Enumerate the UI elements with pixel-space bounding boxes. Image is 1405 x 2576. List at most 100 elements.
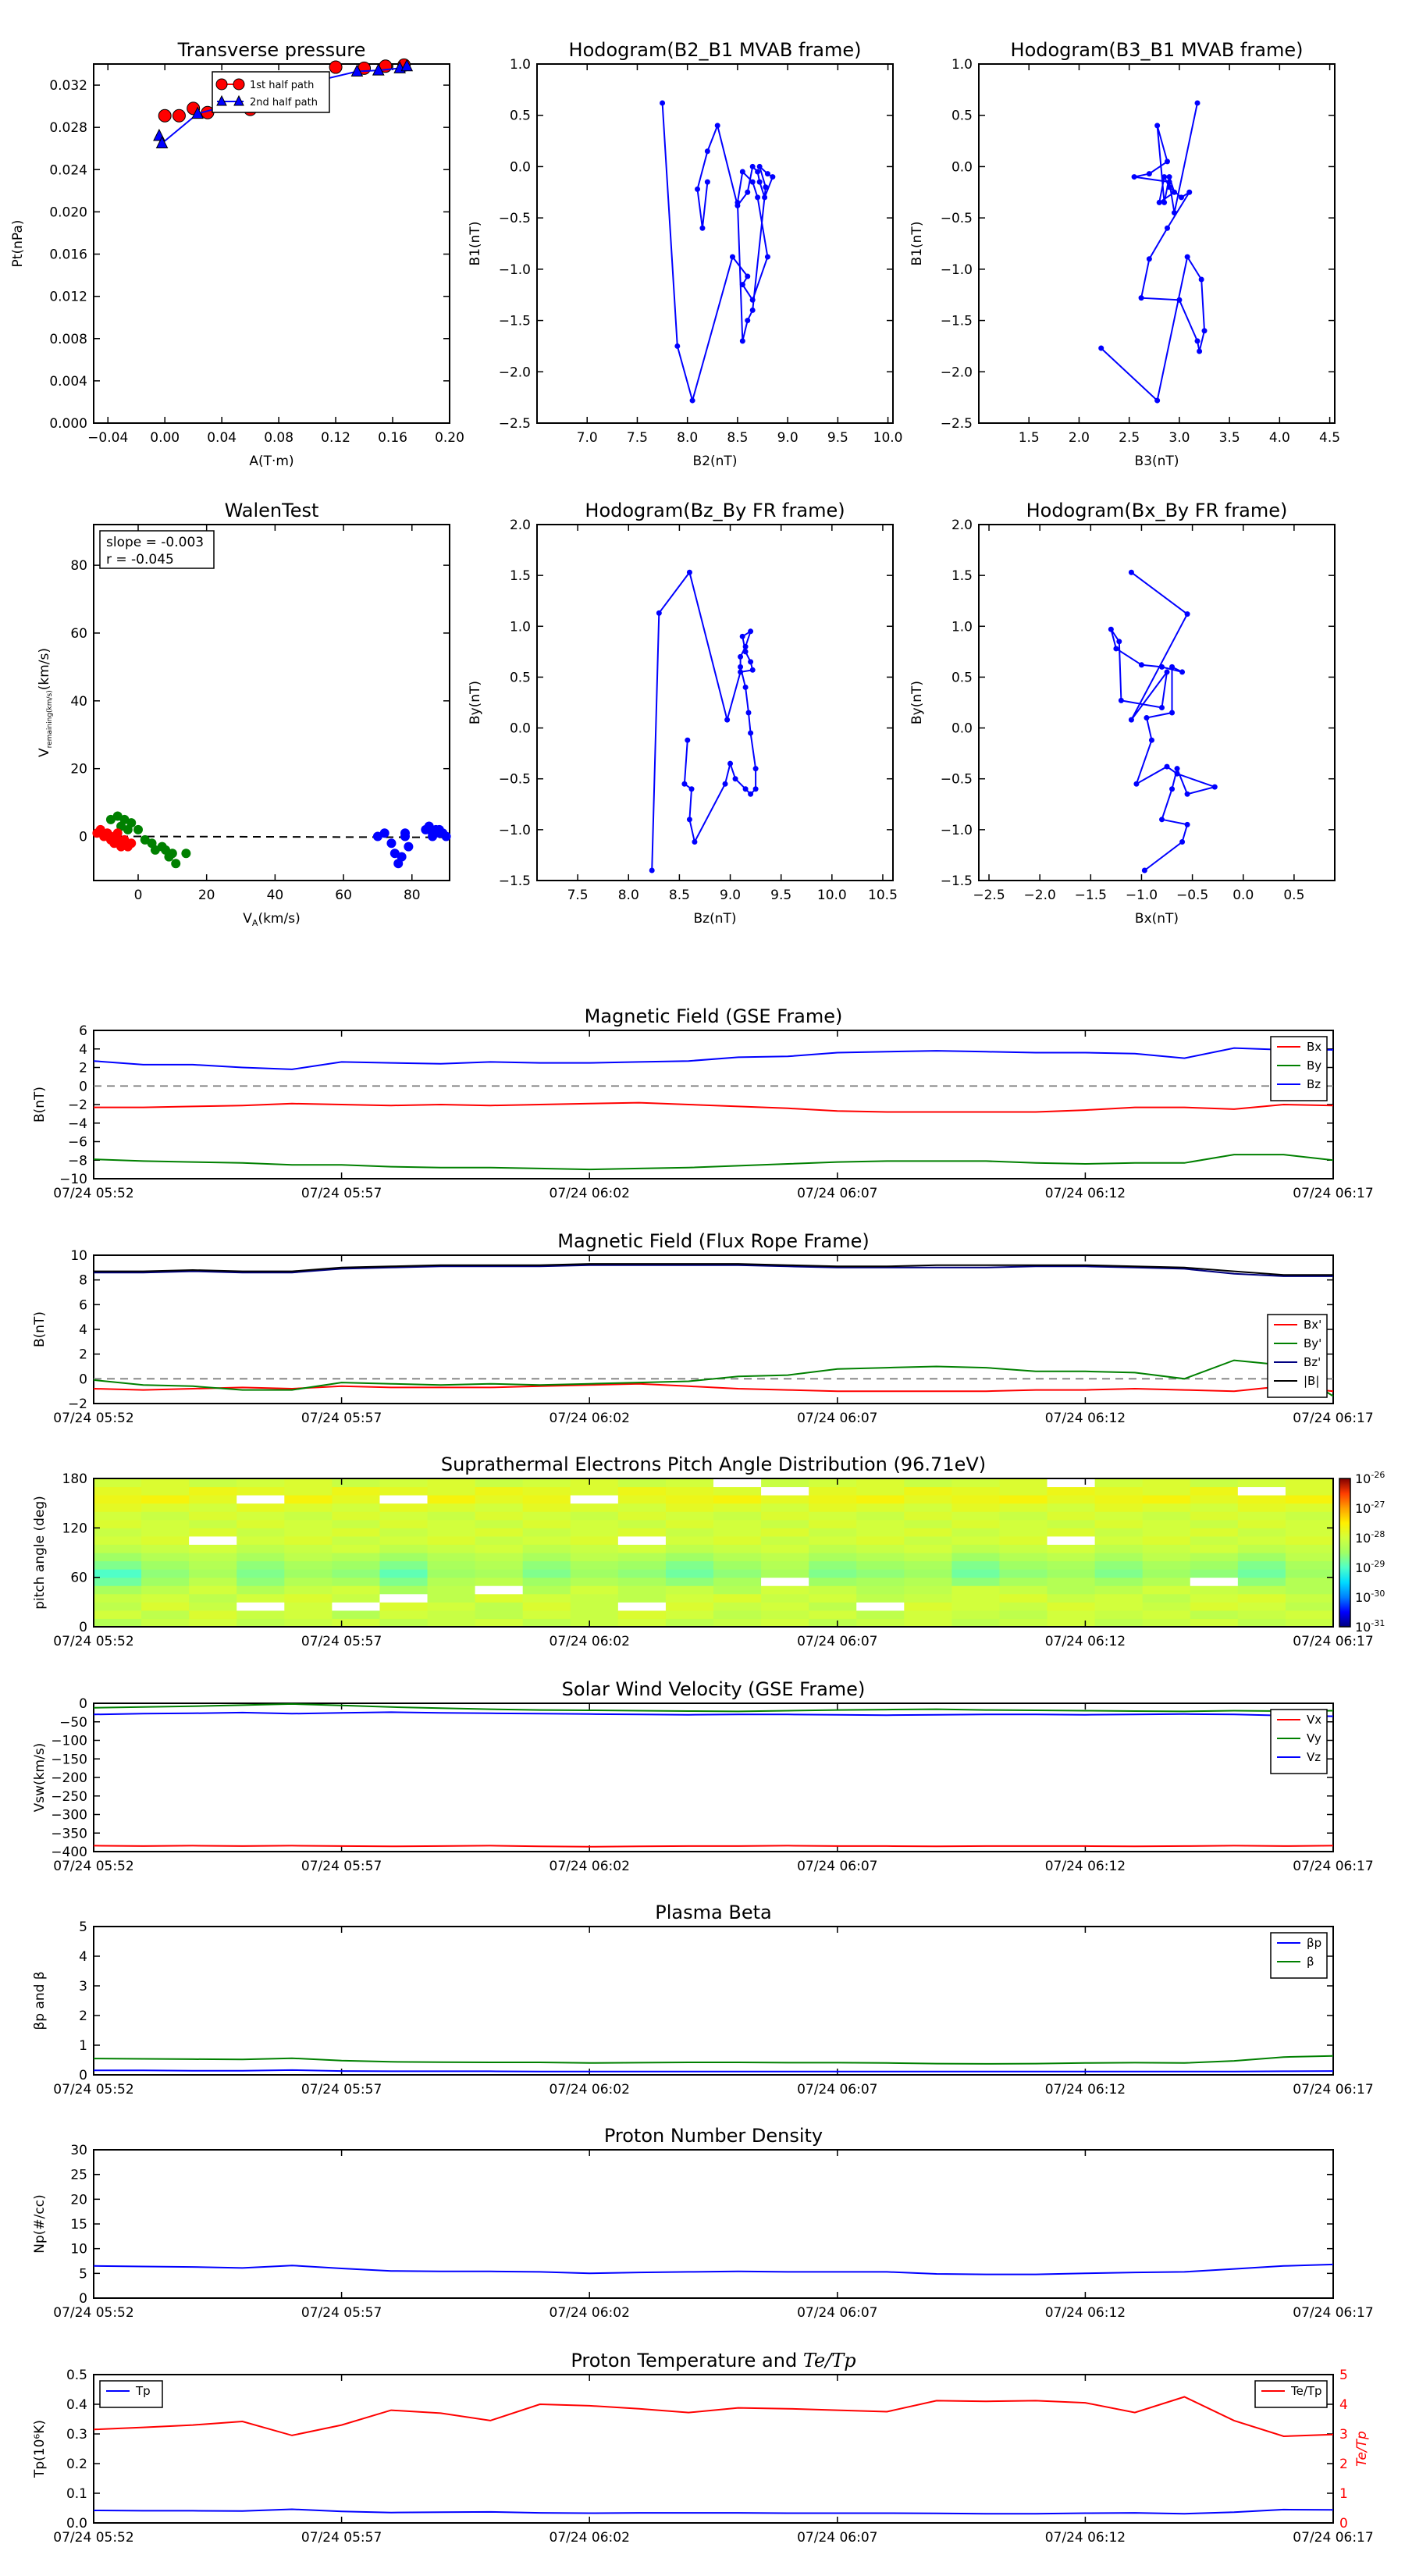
y-tick-label: 0.008 (49, 332, 87, 347)
heatmap-cell (379, 1544, 429, 1553)
heatmap-cell (237, 1495, 285, 1504)
colorbar-label: 10-28 (1355, 1529, 1385, 1546)
data-point (1161, 199, 1168, 205)
heatmap-cell (427, 1560, 476, 1570)
heatmap-cell (284, 1511, 333, 1521)
x-tick-label: 1.5 (1019, 430, 1040, 446)
y-tick-label: 2 (79, 1347, 87, 1363)
x-tick-label: 07/24 06:07 (797, 2305, 877, 2321)
heatmap-cell (1285, 1585, 1334, 1595)
heatmap-cell (284, 1528, 333, 1537)
data-point (756, 163, 763, 169)
heatmap-cell (570, 1503, 619, 1512)
data-point (649, 867, 655, 873)
heatmap-cell (1285, 1593, 1334, 1603)
heatmap-cell (1142, 1585, 1191, 1595)
data-point (656, 610, 662, 616)
data-point (762, 194, 768, 201)
heatmap-cell (379, 1593, 429, 1603)
x-tick-label: 0 (134, 888, 143, 903)
y-tick-label: 4 (79, 1322, 87, 1338)
heatmap-cell (904, 1577, 952, 1586)
heatmap-cell (1142, 1544, 1191, 1553)
heatmap-cell (475, 1511, 524, 1521)
data-point (1138, 295, 1144, 301)
heatmap-cell (475, 1585, 524, 1595)
heatmap-cell (1047, 1560, 1096, 1570)
x-axis-label: A(T·m) (249, 454, 293, 469)
heatmap-cell (1142, 1503, 1191, 1512)
data-point (1176, 297, 1183, 303)
heatmap-cell (904, 1486, 952, 1496)
heatmap-cell (284, 1610, 333, 1619)
heatmap-cell (379, 1478, 429, 1488)
data-point (1164, 225, 1170, 231)
heatmap-cell (189, 1553, 237, 1562)
annotation-box (99, 530, 215, 569)
data-point (686, 817, 692, 823)
data-point (1144, 715, 1150, 721)
heatmap-cell (1094, 1560, 1144, 1570)
heatmap-cell (522, 1577, 571, 1586)
data-point (764, 254, 770, 260)
legend-marker (216, 94, 227, 106)
heatmap-cell (284, 1503, 333, 1512)
y-tick-label: 4 (79, 1042, 87, 1058)
heatmap-cell (1047, 1486, 1096, 1496)
heatmap-cell (856, 1519, 905, 1528)
y-tick-label: −200 (51, 1770, 87, 1786)
heatmap-cell (904, 1560, 952, 1570)
heatmap-cell (761, 1618, 809, 1628)
x-tick-label: −0.04 (87, 430, 128, 446)
data-point (660, 100, 666, 106)
x-tick-label: 07/24 06:02 (550, 2305, 630, 2321)
heatmap-cell (1094, 1602, 1144, 1611)
heatmap-cell (1094, 1503, 1144, 1512)
y-tick-label: 3 (79, 1979, 87, 1994)
heatmap-cell (1237, 1560, 1286, 1570)
data-point (1133, 781, 1140, 787)
data-point (1184, 611, 1190, 617)
series-line (94, 1264, 1333, 1277)
heatmap-cell (951, 1577, 1000, 1586)
y-tick-label: −4 (68, 1116, 87, 1132)
y-axis-label: B(nT) (32, 1311, 48, 1347)
heatmap-cell (617, 1544, 667, 1553)
heatmap-cell (999, 1478, 1048, 1488)
heatmap-cell (809, 1503, 857, 1512)
data-point (1166, 179, 1172, 185)
heatmap-cell (522, 1544, 571, 1553)
x-axis-label: B2(nT) (693, 454, 738, 469)
heatmap-cell (189, 1495, 237, 1504)
y-tick-label: −2.0 (499, 365, 531, 380)
x-tick-label: 07/24 05:52 (53, 2305, 133, 2321)
plot-frame (978, 63, 1336, 424)
data-point (1184, 791, 1190, 797)
heatmap-cell (809, 1618, 857, 1628)
heatmap-cell (617, 1553, 667, 1562)
heatmap-cell (761, 1610, 809, 1619)
heatmap-cell (713, 1486, 762, 1496)
x-tick-label: 07/24 06:07 (797, 1186, 877, 1201)
heatmap-cell (1047, 1478, 1096, 1488)
colorbar-exponent: -26 (1371, 1470, 1385, 1480)
y2-tick-label: 4 (1339, 2397, 1348, 2413)
heatmap-cell (522, 1593, 571, 1603)
y-tick-label: 0.0 (510, 721, 531, 737)
data-point (1169, 786, 1176, 792)
heatmap-cell (1094, 1478, 1144, 1488)
data-point (742, 649, 749, 655)
heatmap-cell (761, 1544, 809, 1553)
heatmap-cell (665, 1519, 714, 1528)
heatmap-cell (1142, 1602, 1191, 1611)
heatmap-cell (999, 1610, 1048, 1619)
data-point (686, 569, 692, 575)
series-line (93, 2396, 1334, 2438)
heatmap-cell (522, 1585, 571, 1595)
heatmap-cell (856, 1535, 905, 1545)
series-line (93, 1703, 1334, 1713)
data-point (386, 838, 397, 849)
y-tick-label: −400 (51, 1845, 87, 1860)
data-point (1184, 254, 1190, 260)
heatmap-cell (665, 1569, 714, 1578)
